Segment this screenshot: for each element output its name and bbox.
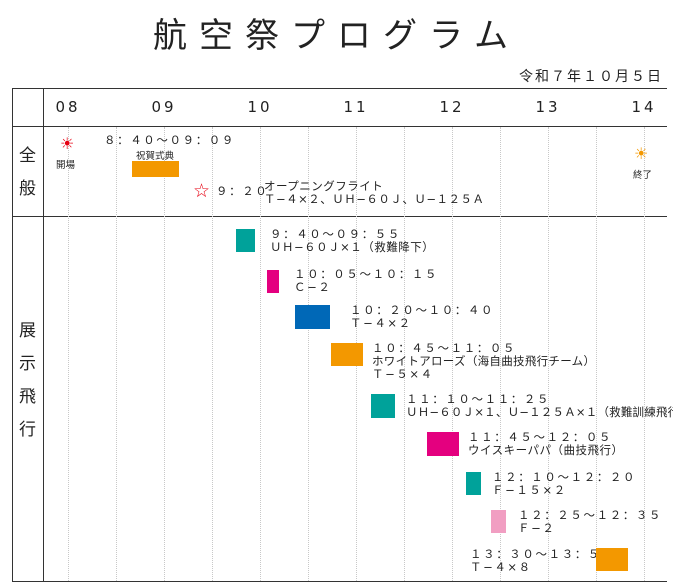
event-bar <box>236 229 255 252</box>
event-desc-aircraft: Ｔ−５×４ <box>372 367 434 381</box>
event-time: ９：４０〜０９：５５ <box>270 227 401 241</box>
event-bar <box>596 548 628 571</box>
section-label-char: 展 <box>19 321 36 341</box>
event-time: １２：１０〜１２：２０ <box>492 470 637 484</box>
label-column-border <box>43 88 44 582</box>
table-top-border <box>12 88 667 89</box>
event-desc: Ｆ−２ <box>518 521 556 535</box>
grid-line <box>404 127 405 581</box>
grid-line <box>596 127 597 581</box>
grid-line <box>452 127 453 581</box>
event-bar <box>267 270 279 293</box>
event-desc: ウイスキーパパ（曲技飛行） <box>468 443 624 457</box>
event-bar <box>371 394 395 418</box>
event-desc: Ｔ−４×８ <box>470 560 532 574</box>
table-bottom-border <box>12 581 667 582</box>
sun-open-icon: ☀ <box>60 134 75 153</box>
grid-line <box>116 127 117 581</box>
section-label-char: 行 <box>19 420 36 440</box>
event-time: １１：４５〜１２：０５ <box>468 430 613 444</box>
grid-line <box>212 127 213 581</box>
event-date: 令和７年１０月５日 <box>519 69 663 85</box>
section-label-char: 示 <box>19 354 36 374</box>
event-time: １１：１０〜１１：２５ <box>406 392 551 406</box>
star-icon: ☆ <box>193 180 211 202</box>
grid-line <box>644 127 645 581</box>
hour-12: 12 <box>439 98 465 116</box>
event-desc: ホワイトアローズ（海自曲技飛行チーム） <box>372 354 596 368</box>
flyover-time: ９：２０ <box>216 184 269 198</box>
event-desc: Ｃ−２ <box>294 280 332 294</box>
program-title: 航空祭プログラム <box>153 16 520 56</box>
grid-line <box>548 127 549 581</box>
section-label-overall: 全 般 <box>12 140 43 206</box>
open-label: 開場 <box>56 160 76 171</box>
event-bar <box>427 432 459 456</box>
grid-line <box>308 127 309 581</box>
hour-10: 10 <box>247 98 273 116</box>
event-desc: Ｆ−１５×２ <box>492 483 567 497</box>
event-time: １０：４５〜１１：０５ <box>372 341 517 355</box>
event-time: １０：０５〜１０：１５ <box>294 267 439 281</box>
section-label-char: 全 <box>19 146 36 166</box>
ceremony-bar <box>132 161 179 177</box>
grid-line <box>500 127 501 581</box>
table-left-border <box>12 88 13 582</box>
ceremony-name: 祝賀式典 <box>136 151 175 162</box>
event-bar <box>491 510 506 533</box>
flyover-aircraft: Ｔ−４×２、ＵＨ−６０Ｊ、Ｕ−１２５Ａ <box>264 192 485 206</box>
ceremony-time: ８：４０〜０９：０９ <box>104 133 235 147</box>
hour-09: 09 <box>151 98 177 116</box>
hour-08: 08 <box>55 98 81 116</box>
section-label-char: 飛 <box>19 387 36 407</box>
section-label-char: 般 <box>19 179 36 199</box>
hour-11: 11 <box>343 98 369 116</box>
event-time: １３：３０〜１３：５０ <box>470 547 615 561</box>
grid-line <box>260 127 261 581</box>
grid-line <box>68 127 69 581</box>
grid-line <box>164 127 165 581</box>
event-desc: ＵＨ−６０Ｊ×１（救難降下） <box>270 240 435 254</box>
event-bar <box>295 305 330 329</box>
section-label-demo: 展 示 飛 行 <box>12 315 43 447</box>
hour-14: 14 <box>631 98 657 116</box>
event-time: １０：２０〜１０：４０ <box>350 303 495 317</box>
section-divider <box>12 216 667 217</box>
flyover-name: オープニングフライト <box>264 179 384 193</box>
event-time: １２：２５〜１２：３５ <box>518 508 663 522</box>
header-divider <box>12 126 667 127</box>
event-desc: ＵＨ−６０Ｊ×１、Ｕ−１２５Ａ×１（救難訓練飛行） <box>406 405 673 419</box>
close-label: 終了 <box>633 170 653 181</box>
hour-13: 13 <box>535 98 561 116</box>
sun-close-icon: ☀ <box>634 144 649 163</box>
event-bar <box>466 472 481 495</box>
event-bar <box>331 343 363 366</box>
event-desc: Ｔ−４×２ <box>350 316 412 330</box>
